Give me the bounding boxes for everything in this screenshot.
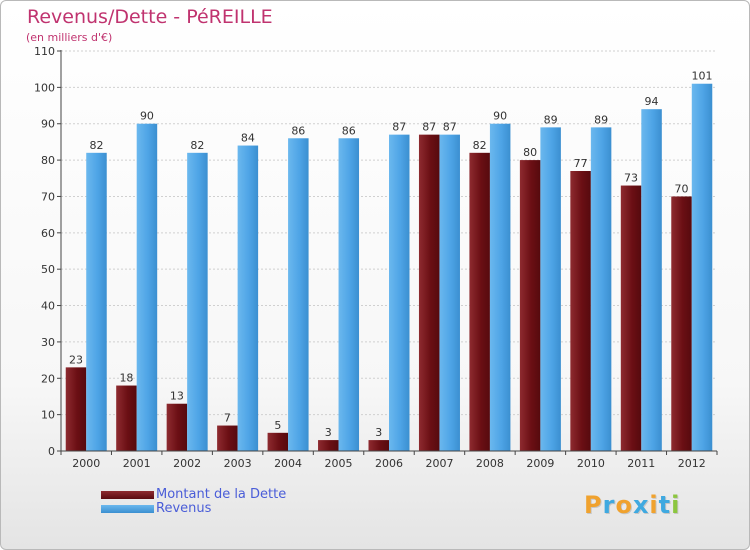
chart-title: Revenus/Dette - PéREILLE — [27, 6, 273, 28]
bar-debt-2008 — [469, 152, 490, 451]
bar-debt-2012 — [671, 196, 692, 451]
value-label-debt-2002: 13 — [170, 390, 184, 403]
chart-subtitle: (en milliers d'€) — [26, 31, 113, 44]
proxiti-logo: Proxiti — [584, 491, 681, 519]
value-label-debt-2009: 80 — [523, 146, 537, 159]
value-label-revenue-2006: 87 — [392, 121, 406, 134]
y-axis-ticks: 0 10 20 30 40 50 60 70 80 90 100 110 — [34, 45, 61, 458]
bar-series — [65, 83, 713, 452]
legend-swatch-debt — [101, 491, 154, 499]
bar-revenue-2004 — [288, 138, 309, 452]
bar-revenue-2008 — [489, 123, 511, 452]
x-tick-label-2004: 2004 — [274, 457, 302, 470]
value-label-revenue-2004: 86 — [291, 124, 305, 137]
bar-debt-2005 — [318, 440, 339, 451]
bar-revenue-2012 — [691, 83, 713, 452]
legend-label-debt: Montant de la Dette — [156, 487, 287, 502]
y-tick-label: 30 — [41, 336, 55, 349]
bar-debt-2000 — [65, 367, 87, 451]
value-label-debt-2000: 23 — [69, 353, 83, 366]
bar-revenue-2011 — [641, 109, 662, 451]
y-tick-label: 90 — [41, 118, 55, 131]
x-tick-label-2009: 2009 — [526, 457, 554, 470]
value-label-debt-2005: 3 — [325, 426, 332, 439]
value-label-debt-2011: 73 — [624, 172, 638, 185]
bar-revenue-2005 — [338, 138, 360, 452]
value-label-debt-2012: 70 — [675, 182, 689, 195]
y-tick-label: 20 — [41, 372, 55, 385]
value-label-debt-2003: 7 — [224, 412, 231, 425]
bar-debt-2006 — [368, 440, 389, 451]
value-label-revenue-2002: 82 — [190, 139, 204, 152]
value-labels: 23 82 18 90 13 82 7 84 5 86 3 86 3 87 87 87 82 90 80 89 77 89… — [69, 70, 713, 439]
bar-debt-2004 — [267, 432, 289, 451]
value-label-revenue-2005: 86 — [342, 124, 356, 137]
y-tick-label: 0 — [48, 445, 55, 458]
value-label-revenue-2009: 89 — [544, 113, 558, 126]
x-tick-label-2011: 2011 — [627, 457, 655, 470]
bar-revenue-2003 — [237, 145, 259, 451]
legend-label-revenue: Revenus — [156, 501, 212, 516]
y-tick-label: 100 — [34, 81, 55, 94]
x-tick-label-2001: 2001 — [123, 457, 151, 470]
bar-revenue-2006 — [389, 134, 410, 452]
bar-revenue-2009 — [540, 127, 561, 451]
value-label-debt-2007: 87 — [422, 121, 436, 134]
bar-debt-2011 — [620, 185, 642, 451]
value-label-revenue-2007: 87 — [443, 121, 457, 134]
value-label-revenue-2010: 89 — [594, 113, 608, 126]
x-tick-label-2010: 2010 — [577, 457, 605, 470]
value-label-revenue-2001: 90 — [140, 110, 154, 123]
bar-revenue-2010 — [590, 127, 612, 451]
bar-revenue-2007 — [439, 134, 460, 452]
y-tick-label: 40 — [41, 300, 55, 313]
value-label-debt-2001: 18 — [119, 372, 133, 385]
x-tick-label-2002: 2002 — [173, 457, 201, 470]
bar-revenue-2001 — [136, 123, 158, 452]
value-label-debt-2010: 77 — [574, 157, 588, 170]
value-label-debt-2004: 5 — [274, 419, 281, 432]
bar-revenue-2000 — [86, 152, 107, 451]
value-label-revenue-2000: 82 — [89, 139, 103, 152]
y-tick-label: 10 — [41, 409, 55, 422]
y-tick-label: 80 — [41, 154, 55, 167]
x-tick-label-2012: 2012 — [678, 457, 706, 470]
bar-debt-2001 — [116, 385, 137, 451]
y-tick-label: 70 — [41, 190, 55, 203]
x-tick-label-2006: 2006 — [375, 457, 403, 470]
value-label-revenue-2011: 94 — [645, 95, 659, 108]
bar-revenue-2002 — [187, 152, 208, 451]
value-label-revenue-2008: 90 — [493, 110, 507, 123]
bar-debt-2010 — [570, 171, 591, 451]
x-tick-label-2003: 2003 — [224, 457, 252, 470]
legend-swatch-revenue — [101, 505, 154, 513]
value-label-revenue-2003: 84 — [241, 132, 255, 145]
value-label-debt-2008: 82 — [473, 139, 487, 152]
bar-debt-2007 — [418, 134, 440, 452]
value-label-debt-2006: 3 — [375, 426, 382, 439]
y-tick-label: 110 — [34, 45, 55, 58]
x-tick-label-2007: 2007 — [425, 457, 453, 470]
x-axis-ticks: 2000 2001 2002 2003 2004 2005 2006 2007 2008 2009… — [60, 451, 718, 470]
x-tick-label-2008: 2008 — [476, 457, 504, 470]
value-label-revenue-2012: 101 — [692, 70, 713, 83]
bar-debt-2003 — [217, 425, 238, 451]
y-tick-label: 60 — [41, 227, 55, 240]
x-tick-label-2005: 2005 — [325, 457, 353, 470]
bar-debt-2002 — [166, 403, 188, 451]
x-tick-label-2000: 2000 — [72, 457, 100, 470]
y-tick-label: 50 — [41, 263, 55, 276]
bar-debt-2009 — [519, 160, 541, 451]
